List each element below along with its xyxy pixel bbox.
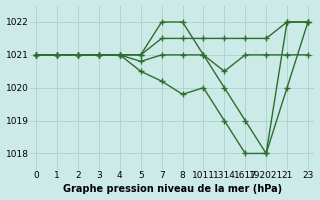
X-axis label: Graphe pression niveau de la mer (hPa): Graphe pression niveau de la mer (hPa)	[62, 184, 282, 194]
